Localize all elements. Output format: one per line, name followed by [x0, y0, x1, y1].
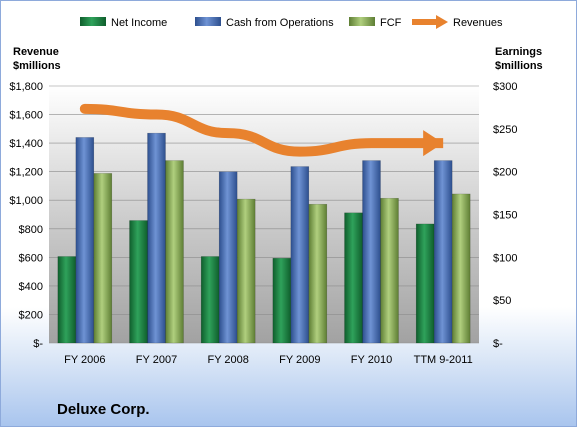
bar-net-income	[272, 257, 292, 344]
right-tick-label: $300	[493, 81, 517, 93]
legend-swatch-cash-from-operations	[195, 17, 221, 26]
right-axis-title-line2: $millions	[495, 60, 543, 72]
left-tick-label: $400	[19, 281, 43, 293]
company-name: Deluxe Corp.	[57, 401, 150, 418]
left-tick-label: $1,800	[9, 81, 43, 93]
legend-swatch-net-income	[80, 17, 106, 26]
bar-net-income	[129, 220, 148, 344]
legend-swatch-fcf	[349, 17, 375, 26]
left-tick-label: $800	[19, 224, 43, 236]
revenue-arrow-head	[423, 130, 444, 157]
left-tick-label: $600	[19, 252, 43, 264]
right-tick-label: $200	[493, 167, 517, 179]
right-tick-label: $150	[493, 210, 517, 222]
left-axis-title-line2: $millions	[13, 60, 61, 72]
right-axis-ticks: $- $50 $100 $150 $200 $250 $300	[493, 81, 517, 350]
left-tick-label: $1,000	[9, 195, 43, 207]
legend-label-cash-from-operations: Cash from Operations	[226, 17, 334, 29]
bar-fcf	[451, 193, 471, 344]
legend-label-fcf: FCF	[380, 17, 402, 29]
left-tick-label: $200	[19, 309, 43, 321]
right-tick-label: $250	[493, 124, 517, 136]
bar-fcf	[380, 197, 399, 344]
left-tick-label: $1,600	[9, 110, 43, 122]
bar-net-income	[57, 256, 77, 344]
legend-label-net-income: Net Income	[111, 17, 167, 29]
left-tick-label: $1,200	[9, 167, 43, 179]
revenue-line-path	[79, 103, 444, 157]
legend-label-revenues: Revenues	[453, 17, 503, 29]
left-tick-label: $1,400	[9, 138, 43, 150]
bar-fcf	[308, 203, 328, 344]
bar-cash-from-operations	[290, 166, 310, 344]
legend-swatch-revenues-arrow	[436, 15, 448, 29]
x-tick-label: FY 2010	[351, 354, 392, 366]
bar-cash-from-operations	[75, 137, 95, 344]
bar-fcf	[236, 198, 256, 344]
x-tick-label: FY 2009	[279, 354, 320, 366]
legend: Net Income Cash from Operations FCF Revenue…	[80, 15, 503, 29]
right-tick-label: $-	[493, 338, 503, 350]
bar-net-income	[200, 256, 220, 344]
left-axis-title-line1: Revenue	[13, 46, 59, 58]
x-axis-ticks: FY 2006 FY 2007 FY 2008 FY 2009 FY 2010 TTM 9…	[64, 354, 473, 366]
bar-net-income	[415, 223, 435, 344]
bar-cash-from-operations	[147, 132, 166, 344]
bar-cash-from-operations	[362, 160, 381, 344]
left-axis-ticks: $- $200 $400 $600 $800 $1,000 $1,200 $1,400 $1,6…	[9, 81, 43, 350]
right-axis-title-line1: Earnings	[495, 46, 542, 58]
revenue-line	[79, 103, 444, 157]
bar-fcf	[93, 173, 113, 344]
bar-net-income	[344, 212, 363, 344]
bar-fcf	[165, 160, 184, 344]
plot-area	[49, 86, 479, 343]
x-tick-label: FY 2006	[64, 354, 105, 366]
right-tick-label: $50	[493, 295, 511, 307]
x-tick-label: TTM 9-2011	[414, 354, 473, 366]
bar-cash-from-operations	[218, 171, 238, 344]
left-tick-label: $-	[33, 338, 43, 350]
bar-cash-from-operations	[433, 160, 453, 344]
bars	[57, 132, 471, 344]
right-tick-label: $100	[493, 252, 517, 264]
x-tick-label: FY 2007	[136, 354, 177, 366]
x-tick-label: FY 2008	[207, 354, 248, 366]
